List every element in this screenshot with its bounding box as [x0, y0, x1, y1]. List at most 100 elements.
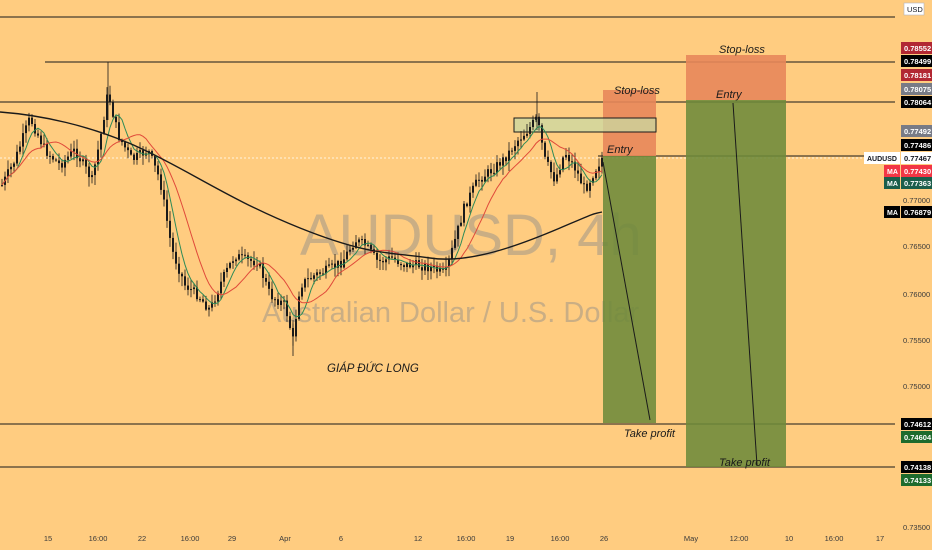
price-badge-value: 0.77486 — [904, 141, 931, 150]
take-profit-zone-1[interactable] — [603, 156, 656, 423]
take-profit-zone-2[interactable] — [686, 100, 786, 467]
candlestick-series[interactable] — [1, 62, 603, 356]
price-tick-label: 0.76500 — [903, 242, 930, 251]
candle — [415, 252, 417, 270]
price-badge — [901, 139, 932, 151]
price-badge-tag-label: MA — [887, 169, 898, 176]
time-tick-label: 6 — [339, 534, 343, 543]
price-tick-label: 0.75000 — [903, 382, 930, 391]
price-badge — [901, 461, 932, 473]
candle — [190, 280, 192, 298]
take-profit-label-1: Take profit — [624, 428, 676, 440]
candle — [598, 158, 600, 180]
candle — [94, 162, 96, 185]
stop-loss-zone-2[interactable] — [686, 55, 786, 100]
candle — [220, 272, 222, 300]
candle — [466, 202, 468, 208]
candle — [310, 272, 312, 281]
time-scale[interactable]: 15 16:00 22 16:00 29 Apr 6 12 16:00 19 16:00 26 May 1… — [44, 534, 884, 543]
time-tick-label: 17 — [876, 534, 884, 543]
candle — [559, 164, 561, 178]
candle — [424, 260, 426, 275]
price-badge — [901, 42, 932, 54]
candle — [157, 161, 159, 181]
candle — [202, 295, 204, 303]
candle — [403, 263, 405, 272]
candle — [523, 129, 525, 141]
price-badge — [901, 165, 932, 177]
candle — [274, 297, 276, 307]
candle — [127, 143, 129, 159]
moving-average-slow — [0, 111, 603, 260]
price-badge-value: 0.74604 — [904, 433, 932, 442]
time-tick-label: Apr — [279, 534, 291, 543]
candle — [454, 230, 456, 250]
candle — [451, 240, 453, 266]
currency-button[interactable] — [903, 2, 925, 16]
price-badge-value: 0.77363 — [904, 179, 931, 188]
currency-button-label: USD — [907, 5, 923, 14]
candle — [499, 158, 501, 171]
candle — [247, 252, 249, 267]
price-badge — [901, 83, 932, 95]
candle — [13, 161, 15, 173]
price-tick-label: 0.73500 — [903, 523, 930, 532]
candle — [73, 140, 75, 161]
short-position-tool-2[interactable] — [686, 55, 786, 467]
supply-zone-rectangle[interactable] — [513, 117, 657, 133]
price-badge — [901, 474, 932, 486]
price-badge — [901, 55, 932, 67]
candle — [574, 152, 576, 179]
candle — [7, 160, 9, 183]
candle — [229, 261, 231, 270]
candle — [238, 249, 240, 261]
candle — [208, 304, 210, 317]
candle — [187, 277, 189, 296]
candle — [484, 169, 486, 183]
time-tick-label: 15 — [44, 534, 52, 543]
candle — [163, 180, 165, 207]
candle — [145, 146, 147, 159]
candle — [478, 172, 480, 188]
candle — [532, 115, 534, 131]
candle — [412, 259, 414, 274]
candle — [265, 273, 267, 286]
time-tick-label: May — [684, 534, 698, 543]
candle — [460, 215, 462, 227]
candle — [25, 120, 27, 143]
price-badge-value: 0.77492 — [904, 127, 931, 136]
candle — [472, 182, 474, 198]
price-badge-value: 0.77430 — [904, 167, 931, 176]
price-badge-value: 0.77467 — [904, 154, 931, 163]
time-tick-label: 12 — [414, 534, 422, 543]
stop-loss-label-2: Stop-loss — [719, 44, 765, 56]
candle — [439, 263, 441, 277]
short-position-tool-1[interactable] — [602, 90, 656, 423]
candle — [79, 151, 81, 168]
candle — [490, 162, 492, 182]
candle — [55, 157, 57, 162]
candle — [592, 176, 594, 186]
candle — [40, 131, 42, 149]
candle — [406, 261, 408, 273]
candle — [583, 176, 585, 194]
candle — [175, 242, 177, 270]
candle — [427, 256, 429, 281]
candle — [457, 224, 459, 247]
candle — [196, 280, 198, 302]
candle — [46, 138, 48, 159]
candle — [346, 245, 348, 261]
candle — [244, 248, 246, 259]
candle — [22, 123, 24, 157]
time-tick-label: 19 — [506, 534, 514, 543]
price-badge-value: 0.76879 — [904, 208, 931, 217]
entry-label-2: Entry — [716, 89, 743, 101]
candle — [586, 180, 588, 193]
candle — [556, 167, 558, 184]
candle — [277, 292, 279, 309]
price-badge-tag — [884, 206, 900, 218]
candle — [502, 153, 504, 175]
price-scale[interactable]: 0.77000 0.76500 0.76000 0.75500 0.75000 0.735… — [864, 0, 932, 550]
candle — [322, 268, 324, 276]
